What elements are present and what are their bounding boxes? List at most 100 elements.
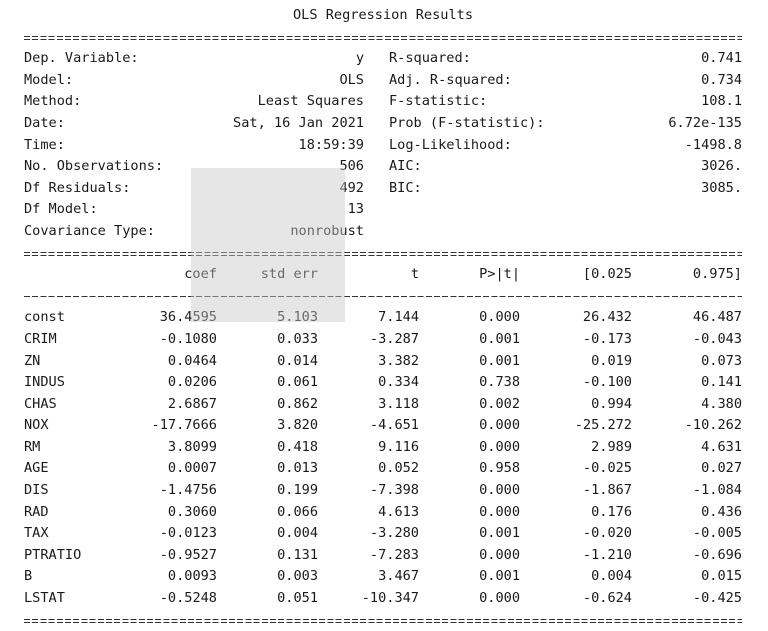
variable-name: ZN	[24, 352, 41, 369]
cell-ci-upper: 4.631	[701, 438, 742, 455]
info-left-label: Covariance Type:	[24, 222, 155, 239]
cell-coef: 0.0007	[167, 460, 217, 477]
variable-name: B	[24, 568, 33, 585]
cell-ci-upper: -0.425	[692, 590, 742, 607]
variable-name: const	[24, 309, 65, 326]
table-row: LSTAT -0.5248 0.051 -10.347 0.000 -0.624 -0.42…	[24, 588, 742, 610]
cell-t: 4.613	[378, 503, 419, 520]
info-row: Time: 18:59:39 Log-Likelihood: -1498.8	[24, 135, 742, 157]
cell-ci-lower: 0.019	[591, 352, 632, 369]
cell-coef: -1.4756	[159, 482, 217, 499]
cell-std-err: 0.066	[277, 503, 318, 520]
cell-ci-upper: -0.005	[692, 525, 742, 542]
info-left-value: Least Squares	[257, 93, 364, 110]
report-title: OLS Regression Results	[292, 7, 474, 23]
variable-name: CHAS	[24, 395, 57, 412]
info-right-label: Prob (F-statistic):	[389, 114, 545, 131]
info-right-value: 3085.	[701, 179, 742, 196]
cell-coef: 3.8099	[167, 438, 217, 455]
info-right-value: -1498.8	[684, 136, 742, 153]
cell-coef: 0.3060	[167, 503, 217, 520]
info-left-label: Date:	[24, 114, 65, 131]
cell-ci-lower: -0.025	[582, 460, 632, 477]
table-row: const 36.4595 5.103 7.144 0.000 26.432 46.487	[24, 307, 742, 329]
cell-ci-upper: -10.262	[684, 417, 742, 434]
coef-header-ci-lower: [0.025	[582, 266, 632, 283]
table-row: DIS -1.4756 0.199 -7.398 0.000 -1.867 -1.084	[24, 480, 742, 502]
cell-t: 3.467	[378, 568, 419, 585]
cell-ci-lower: -0.624	[582, 590, 632, 607]
info-row: Covariance Type: nonrobust	[24, 221, 742, 243]
cell-ci-upper: 46.487	[692, 309, 742, 326]
info-left-value: 506	[339, 158, 364, 175]
cell-t: 3.118	[378, 395, 419, 412]
cell-ci-lower: 2.989	[591, 438, 632, 455]
double-rule-bottom	[24, 610, 742, 631]
cell-t: 0.052	[378, 460, 419, 477]
table-row: RM 3.8099 0.418 9.116 0.000 2.989 4.631	[24, 437, 742, 459]
coef-header-ci-upper: 0.975]	[692, 266, 742, 283]
cell-ci-upper: -1.084	[692, 482, 742, 499]
cell-ci-lower: -0.173	[582, 330, 632, 347]
cell-ci-lower: -0.100	[582, 374, 632, 391]
cell-std-err: 0.418	[277, 438, 318, 455]
cell-t: -7.283	[369, 546, 419, 563]
cell-p-value: 0.000	[479, 590, 520, 607]
info-left-value: 13	[347, 201, 364, 218]
info-left-label: Method:	[24, 93, 82, 110]
info-row: Dep. Variable: y R-squared: 0.741	[24, 48, 742, 70]
table-row: TAX -0.0123 0.004 -3.280 0.001 -0.020 -0.005	[24, 523, 742, 545]
cell-std-err: 5.103	[277, 309, 318, 326]
variable-name: LSTAT	[24, 590, 65, 607]
cell-t: 3.382	[378, 352, 419, 369]
cell-coef: -0.1080	[159, 330, 217, 347]
cell-p-value: 0.001	[479, 568, 520, 585]
cell-std-err: 0.004	[277, 525, 318, 542]
info-right-label: Log-Likelihood:	[389, 136, 512, 153]
info-left-value: 492	[339, 179, 364, 196]
ols-summary-report: OLS Regression Results Dep. Variable: y R-…	[24, 5, 742, 631]
cell-t: -10.347	[361, 590, 419, 607]
cell-ci-lower: 0.994	[591, 395, 632, 412]
info-left-label: Time:	[24, 136, 65, 153]
info-right-label: BIC:	[389, 179, 422, 196]
info-left-label: Df Model:	[24, 201, 98, 218]
variable-name: DIS	[24, 482, 49, 499]
table-row: NOX -17.7666 3.820 -4.651 0.000 -25.272 -10.26…	[24, 415, 742, 437]
cell-coef: 0.0093	[167, 568, 217, 585]
variable-name: TAX	[24, 525, 49, 542]
coef-header-t: t	[410, 266, 419, 283]
cell-std-err: 3.820	[277, 417, 318, 434]
cell-ci-upper: 0.436	[701, 503, 742, 520]
info-left-value: Sat, 16 Jan 2021	[233, 114, 364, 131]
cell-ci-upper: 0.027	[701, 460, 742, 477]
double-rule-middle	[24, 243, 742, 265]
cell-std-err: 0.131	[277, 546, 318, 563]
single-rule	[24, 286, 742, 308]
cell-coef: -0.5248	[159, 590, 217, 607]
cell-std-err: 0.013	[277, 460, 318, 477]
cell-ci-lower: 0.176	[591, 503, 632, 520]
info-left-label: Dep. Variable:	[24, 50, 139, 67]
cell-ci-lower: 26.432	[582, 309, 632, 326]
coef-header-std-err: std err	[260, 266, 318, 283]
table-row: PTRATIO -0.9527 0.131 -7.283 0.000 -1.210 -0.6…	[24, 545, 742, 567]
info-row: Model: OLS Adj. R-squared: 0.734	[24, 70, 742, 92]
info-right-value: 3026.	[701, 158, 742, 175]
coef-table-body: const 36.4595 5.103 7.144 0.000 26.432 46.487 C…	[24, 307, 742, 609]
info-right-value: 0.734	[701, 71, 742, 88]
cell-ci-upper: -0.043	[692, 330, 742, 347]
model-info-block: Dep. Variable: y R-squared: 0.741 Model: OLS A…	[24, 48, 742, 242]
cell-p-value: 0.001	[479, 330, 520, 347]
cell-t: 0.334	[378, 374, 419, 391]
variable-name: NOX	[24, 417, 49, 434]
report-title-row: OLS Regression Results	[24, 5, 742, 27]
coef-header-row: coef std err t P>|t| [0.025 0.975]	[24, 264, 742, 286]
coef-header-p-value: P>|t|	[479, 266, 520, 283]
info-left-label: No. Observations:	[24, 158, 164, 175]
cell-ci-upper: 4.380	[701, 395, 742, 412]
info-left-label: Model:	[24, 71, 74, 88]
cell-p-value: 0.000	[479, 417, 520, 434]
cell-ci-upper: 0.073	[701, 352, 742, 369]
cell-p-value: 0.001	[479, 352, 520, 369]
